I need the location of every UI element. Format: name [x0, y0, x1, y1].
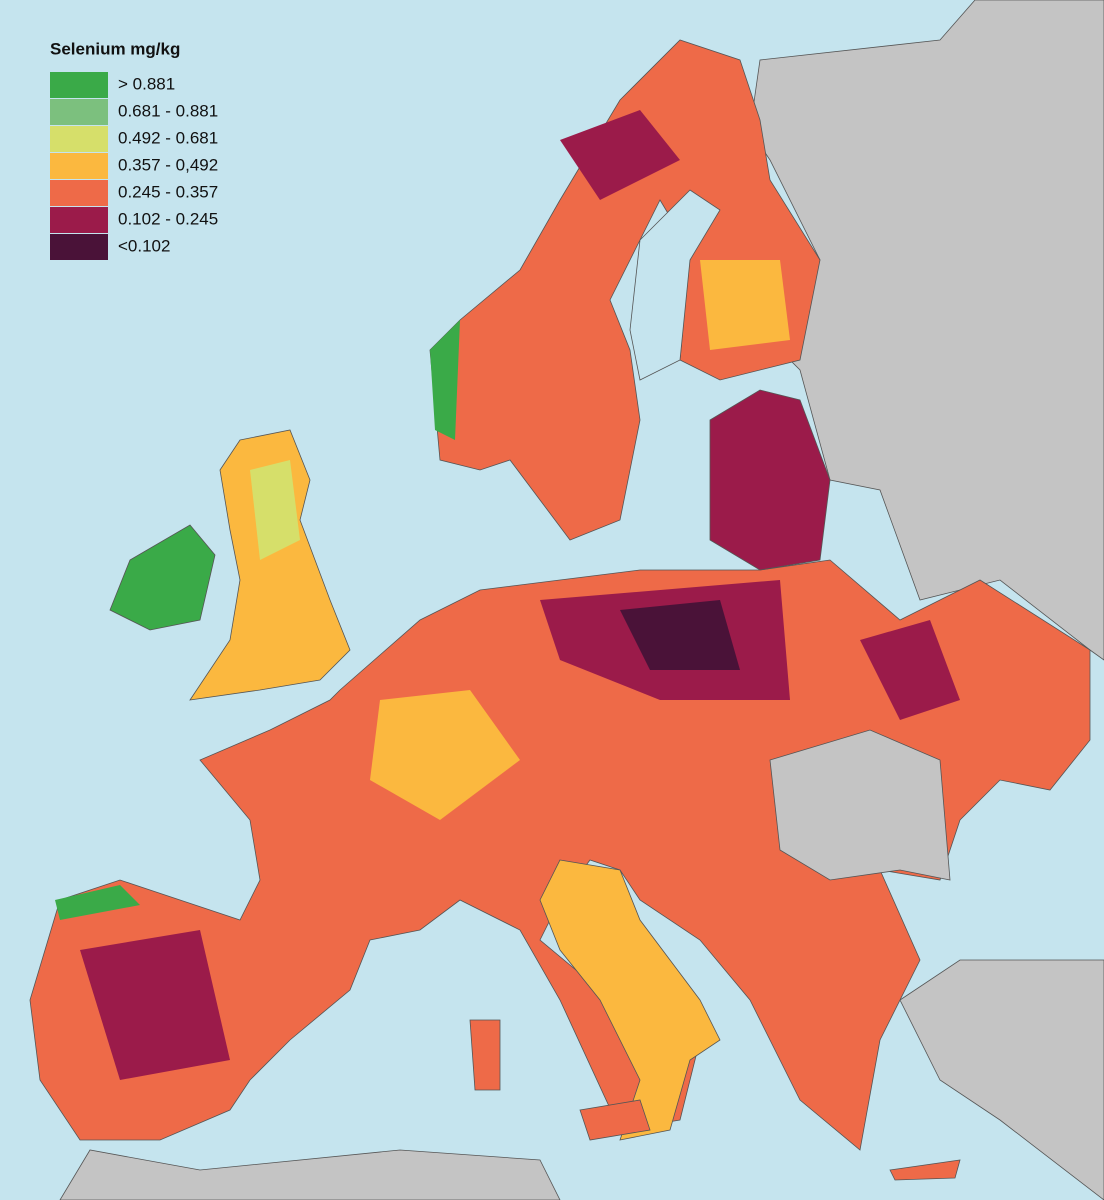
sardinia — [469, 1019, 501, 1091]
legend-label: 0.681 - 0.881 — [118, 101, 218, 120]
concentration-zones — [55, 110, 960, 1080]
turkey — [899, 959, 1104, 1200]
legend-label: 0.357 - 0,492 — [118, 155, 218, 174]
zone — [700, 260, 790, 350]
zone — [250, 460, 300, 560]
zone — [370, 690, 520, 820]
legend-swatch — [50, 180, 108, 206]
crete — [889, 1159, 961, 1181]
non-survey-balkans — [769, 729, 951, 881]
mainland — [29, 559, 1091, 1151]
legend-label: <0.102 — [118, 236, 170, 255]
north-africa — [59, 1149, 561, 1200]
italy — [539, 859, 721, 1141]
zone — [560, 110, 680, 200]
legend-title: Selenium mg/kg — [50, 39, 180, 58]
legend-swatch — [50, 234, 108, 260]
zone — [620, 600, 740, 670]
legend-label: > 0.881 — [118, 74, 175, 93]
great-britain — [189, 429, 351, 701]
zone — [55, 885, 140, 920]
legend-swatch — [50, 207, 108, 233]
legend-label: 0.102 - 0.245 — [118, 209, 218, 228]
sicily — [579, 1099, 651, 1141]
legend-label: 0.245 - 0.357 — [118, 182, 218, 201]
ireland — [109, 524, 216, 631]
legend-label: 0.492 - 0.681 — [118, 128, 218, 147]
gulf-of-bothnia — [629, 189, 721, 381]
zone — [430, 320, 460, 440]
legend-swatch — [50, 99, 108, 125]
survey-land — [29, 39, 1091, 1181]
zone — [860, 620, 960, 720]
legend-swatch — [50, 126, 108, 152]
legend-swatch — [50, 72, 108, 98]
legend: > 0.881 0.681 - 0.881 0.492 - 0.681 0.357 -… — [50, 72, 218, 260]
non-survey-land — [59, 0, 1104, 1200]
legend-swatch — [50, 153, 108, 179]
russia — [749, 0, 1104, 661]
baltic-states — [709, 389, 831, 571]
zone — [80, 930, 230, 1080]
